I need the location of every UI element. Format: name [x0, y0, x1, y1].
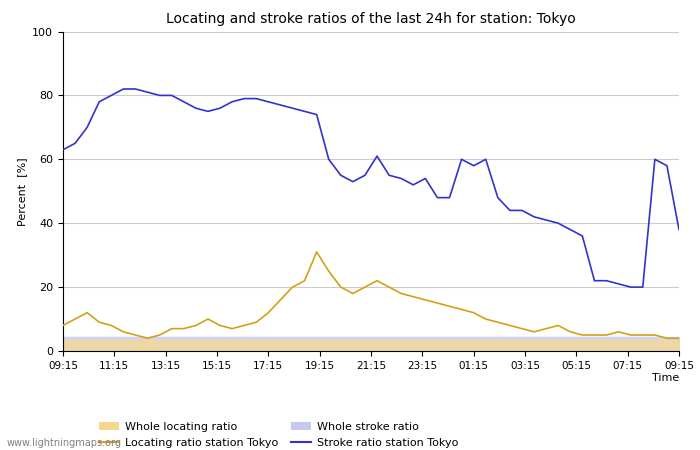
- Text: Time: Time: [652, 374, 679, 383]
- Legend: Whole locating ratio, Locating ratio station Tokyo, Whole stroke ratio, Stroke r: Whole locating ratio, Locating ratio sta…: [99, 422, 458, 448]
- Title: Locating and stroke ratios of the last 24h for station: Tokyo: Locating and stroke ratios of the last 2…: [166, 12, 576, 26]
- Text: www.lightningmaps.org: www.lightningmaps.org: [7, 438, 122, 448]
- Y-axis label: Percent  [%]: Percent [%]: [17, 157, 27, 225]
